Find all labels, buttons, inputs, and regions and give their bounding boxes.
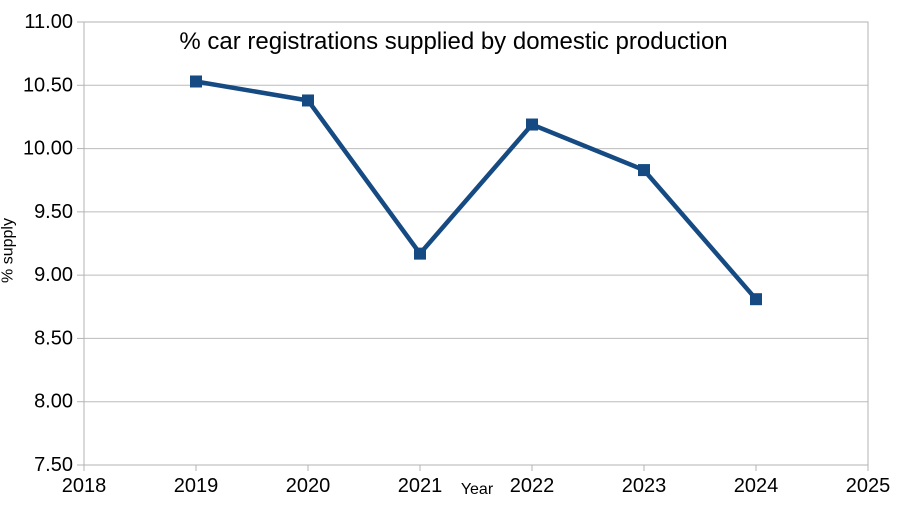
series-line xyxy=(195,79,758,301)
x-tick-label: 2023 xyxy=(622,475,667,497)
y-tick-label: 10.50 xyxy=(23,74,73,96)
x-tick-label: 2020 xyxy=(286,475,331,497)
data-point-marker xyxy=(414,247,426,260)
data-point-marker xyxy=(302,94,314,107)
y-tick-label: 8.50 xyxy=(34,327,73,349)
x-tick-label: 2018 xyxy=(62,475,107,497)
x-tick-label: 2025 xyxy=(846,475,891,497)
x-tick-label: 2019 xyxy=(174,475,219,497)
y-tick-label: 11.00 xyxy=(24,11,73,33)
chart-title: % car registrations supplied by domestic… xyxy=(179,28,728,55)
x-tick-label: 2022 xyxy=(510,475,555,497)
y-axis-title: % supply xyxy=(0,218,17,283)
data-point-marker xyxy=(638,164,650,177)
y-tick-label: 10.00 xyxy=(23,138,73,160)
data-point-marker xyxy=(526,118,538,131)
x-axis-title: Year xyxy=(460,481,494,498)
plot-border xyxy=(83,21,869,466)
y-tick-label: 9.50 xyxy=(34,201,73,223)
data-point-marker xyxy=(750,293,762,306)
x-tick-label: 2021 xyxy=(398,475,443,497)
data-point-marker xyxy=(190,75,202,88)
y-tick-label: 9.00 xyxy=(34,264,73,286)
y-tick-label: 7.50 xyxy=(34,454,73,476)
y-tick-label: 8.00 xyxy=(34,391,73,413)
x-tick-label: 2024 xyxy=(734,475,779,497)
